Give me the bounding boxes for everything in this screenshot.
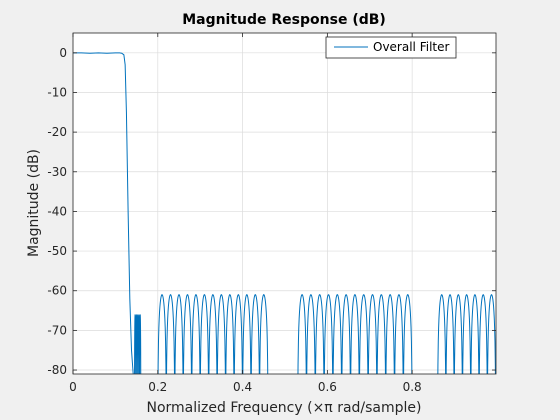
stopband-ripple [157, 294, 269, 374]
x-axis-label: Normalized Frequency (×π rad/sample) [147, 400, 422, 416]
stopband-ripple [297, 294, 413, 374]
y-tick-label: -80 [47, 363, 67, 377]
y-tick-label: -20 [47, 125, 67, 139]
x-tick-label: 0.6 [318, 380, 337, 394]
y-tick-labels: 0 -10 -20 -30 -40 -50 -60 -70 -80 [47, 46, 67, 377]
stopband-ripple [134, 314, 142, 374]
stopband-ripple [437, 294, 496, 374]
axes-frame [72, 32, 497, 375]
legend-box [325, 36, 457, 59]
legend: Overall Filter [325, 36, 457, 59]
chart-title: Magnitude Response (dB) [182, 12, 386, 28]
tick-marks [72, 33, 496, 374]
y-axis-label: Magnitude (dB) [26, 149, 42, 257]
x-tick-label: 0.2 [148, 380, 167, 394]
grid-lines [72, 33, 496, 374]
y-tick-label: -50 [47, 244, 67, 258]
series-line-overall-filter [73, 52, 134, 374]
x-tick-label: 0.4 [233, 380, 252, 394]
y-tick-label: 0 [59, 46, 67, 60]
axes-background [73, 33, 496, 374]
y-tick-label: -30 [47, 165, 67, 179]
x-tick-label: 0 [69, 380, 77, 394]
y-tick-label: -40 [47, 204, 67, 218]
x-tick-label: 0.8 [403, 380, 422, 394]
legend-label: Overall Filter [373, 40, 449, 54]
x-tick-labels: 0 0.2 0.4 0.6 0.8 [69, 380, 422, 394]
plot-area [73, 52, 496, 374]
y-tick-label: -60 [47, 284, 67, 298]
y-tick-label: -10 [47, 85, 67, 99]
y-tick-label: -70 [47, 323, 67, 337]
